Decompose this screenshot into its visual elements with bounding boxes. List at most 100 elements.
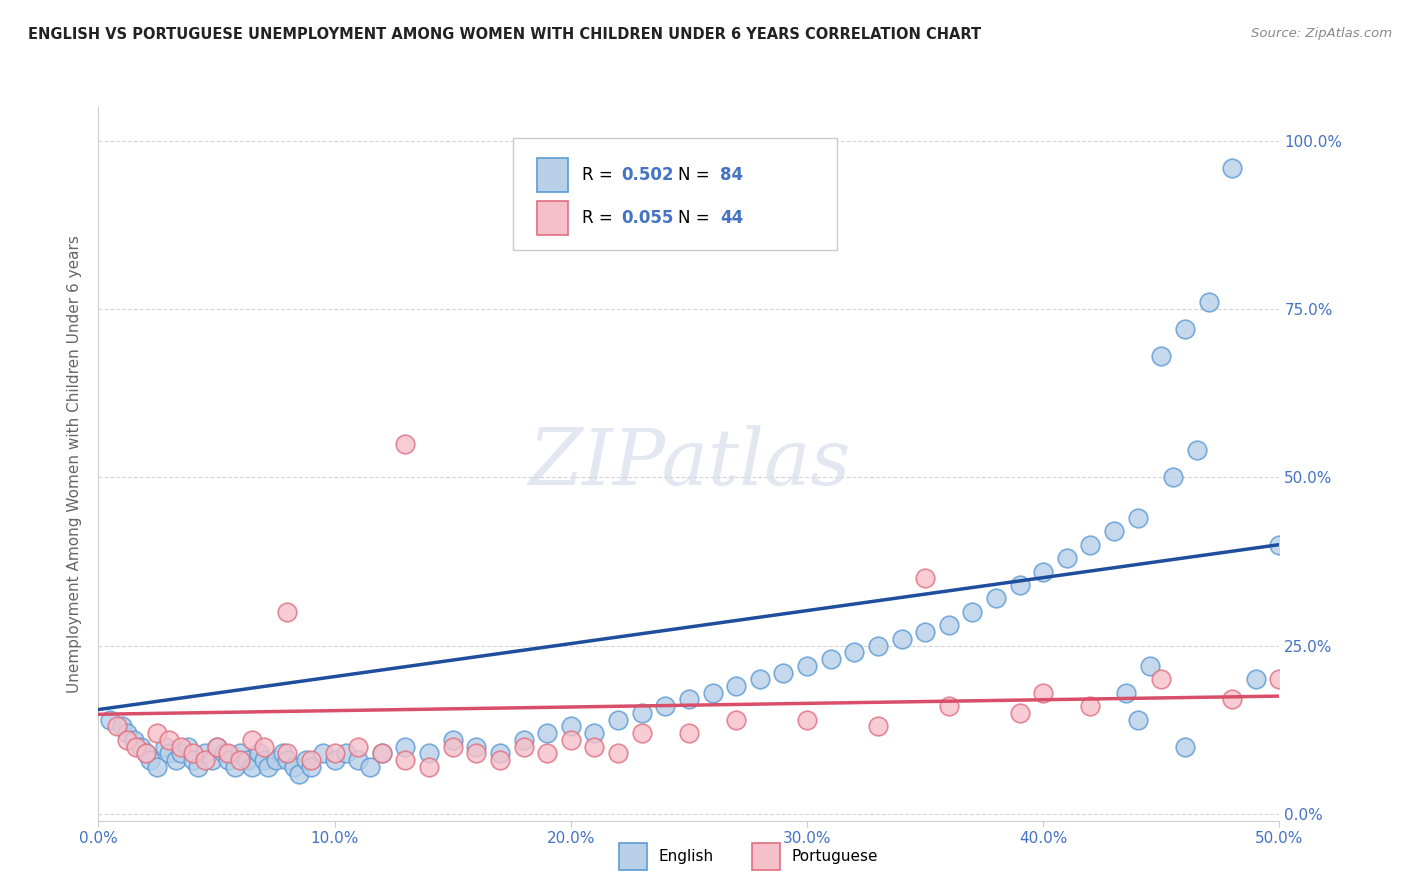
Point	[678, 692, 700, 706]
Point	[1056, 551, 1078, 566]
Point	[205, 739, 228, 754]
Point	[630, 706, 652, 720]
Point	[678, 726, 700, 740]
Point	[276, 605, 298, 619]
Point	[512, 739, 534, 754]
Point	[844, 645, 866, 659]
Point	[170, 747, 193, 761]
Point	[177, 739, 200, 754]
Point	[583, 739, 606, 754]
Point	[371, 747, 394, 761]
Point	[394, 436, 416, 450]
Point	[583, 726, 606, 740]
Point	[465, 739, 488, 754]
Point	[441, 739, 464, 754]
Point	[512, 732, 534, 747]
Point	[938, 699, 960, 714]
Point	[125, 739, 148, 754]
Point	[441, 732, 464, 747]
Point	[1220, 692, 1243, 706]
Point	[229, 747, 252, 761]
Point	[253, 739, 276, 754]
Text: Portuguese: Portuguese	[792, 849, 879, 863]
Text: N =: N =	[678, 209, 714, 227]
Point	[146, 726, 169, 740]
Point	[796, 713, 818, 727]
Point	[1008, 706, 1031, 720]
Point	[295, 753, 318, 767]
Point	[181, 753, 204, 767]
Point	[394, 739, 416, 754]
Point	[1150, 673, 1173, 687]
Point	[820, 652, 842, 666]
Point	[536, 726, 558, 740]
Point	[194, 747, 217, 761]
Point	[299, 753, 322, 767]
Point	[122, 732, 145, 747]
Point	[98, 713, 121, 727]
Point	[135, 747, 157, 761]
Point	[181, 747, 204, 761]
Point	[139, 753, 162, 767]
Point	[914, 625, 936, 640]
Point	[253, 753, 276, 767]
Point	[153, 739, 176, 754]
Point	[630, 726, 652, 740]
Point	[105, 719, 128, 733]
Point	[748, 673, 770, 687]
Point	[536, 747, 558, 761]
Point	[654, 699, 676, 714]
Point	[418, 760, 440, 774]
Point	[224, 760, 246, 774]
Point	[489, 747, 512, 761]
Text: R =: R =	[582, 209, 619, 227]
Point	[205, 739, 228, 754]
Point	[146, 760, 169, 774]
Point	[1032, 565, 1054, 579]
Point	[914, 571, 936, 585]
Point	[157, 732, 180, 747]
Point	[418, 747, 440, 761]
Point	[157, 747, 180, 761]
Text: 84: 84	[720, 166, 742, 184]
Y-axis label: Unemployment Among Women with Children Under 6 years: Unemployment Among Women with Children U…	[67, 235, 83, 693]
Point	[1174, 322, 1197, 336]
Text: N =: N =	[678, 166, 714, 184]
Point	[371, 747, 394, 761]
Point	[465, 747, 488, 761]
Point	[394, 753, 416, 767]
Point	[1080, 538, 1102, 552]
Point	[187, 760, 209, 774]
Point	[890, 632, 912, 646]
Point	[229, 753, 252, 767]
Text: R =: R =	[582, 166, 619, 184]
Point	[1115, 686, 1137, 700]
Point	[938, 618, 960, 632]
Point	[1008, 578, 1031, 592]
Text: Source: ZipAtlas.com: Source: ZipAtlas.com	[1251, 27, 1392, 40]
Point	[1139, 658, 1161, 673]
Point	[264, 753, 287, 767]
Text: 0.502: 0.502	[621, 166, 673, 184]
Point	[1198, 295, 1220, 310]
Point	[217, 753, 239, 767]
Point	[1126, 713, 1149, 727]
Point	[323, 753, 346, 767]
Point	[1185, 443, 1208, 458]
Point	[170, 739, 193, 754]
Point	[1268, 673, 1291, 687]
Point	[194, 753, 217, 767]
Point	[489, 753, 512, 767]
Point	[702, 686, 724, 700]
Point	[1220, 161, 1243, 175]
Point	[962, 605, 984, 619]
Point	[312, 747, 335, 761]
Point	[347, 753, 370, 767]
Point	[1080, 699, 1102, 714]
Point	[560, 719, 582, 733]
Point	[111, 719, 134, 733]
Point	[217, 747, 239, 761]
Point	[866, 719, 889, 733]
Point	[335, 747, 357, 761]
Point	[129, 739, 152, 754]
